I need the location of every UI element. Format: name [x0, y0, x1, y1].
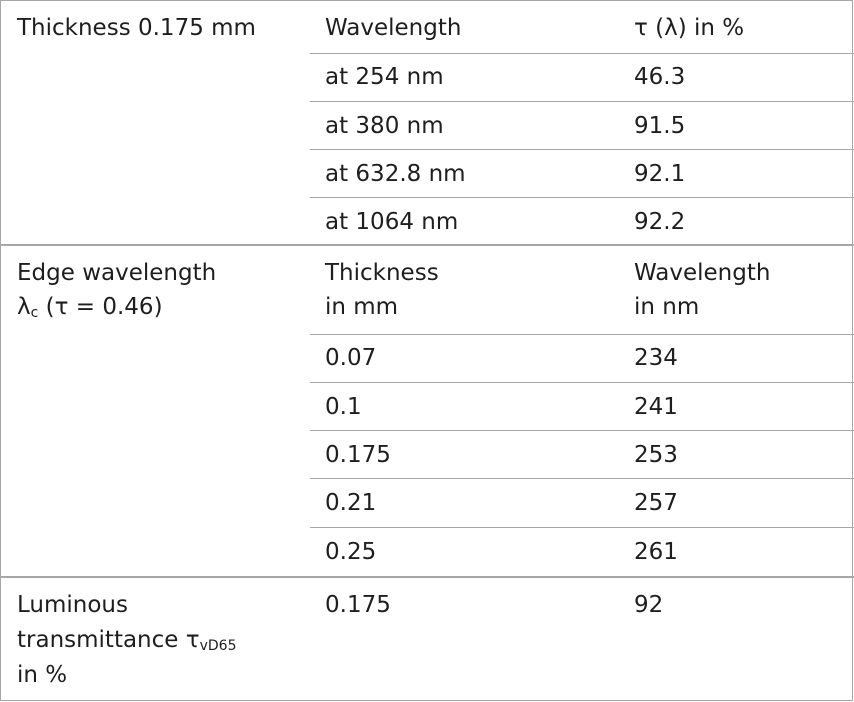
row-divider — [310, 334, 854, 335]
section-divider — [1, 576, 854, 578]
section2-header-thickness-line1: Thickness — [325, 260, 439, 286]
row-divider — [310, 382, 854, 383]
section1-header-transmittance: τ (λ) in % — [634, 15, 745, 41]
row-divider — [310, 197, 854, 198]
section3-label-line1: Luminous — [17, 592, 128, 618]
section3-thickness: 0.175 — [325, 592, 391, 618]
section2-row-thickness: 0.25 — [325, 539, 377, 565]
section1-row-wavelength: at 632.8 nm — [325, 161, 466, 187]
section1-row-value: 91.5 — [634, 113, 686, 139]
section2-label-line1: Edge wavelength — [17, 260, 217, 286]
section2-row-thickness: 0.21 — [325, 490, 377, 516]
section1-row-value: 46.3 — [634, 64, 686, 90]
row-divider — [310, 101, 854, 102]
section1-row-value: 92.2 — [634, 209, 686, 235]
section2-header-wavelength-line1: Wavelength — [634, 260, 771, 286]
section1-row-wavelength: at 1064 nm — [325, 209, 459, 235]
section2-header-wavelength-line2: in nm — [634, 294, 700, 320]
section3-label-line3: in % — [17, 662, 68, 688]
section2-row-thickness: 0.07 — [325, 345, 377, 371]
section2-label-line2: λc (τ = 0.46) — [17, 294, 163, 321]
row-divider — [310, 430, 854, 431]
section2-row-wavelength: 257 — [634, 490, 678, 516]
section-divider — [1, 244, 854, 246]
row-divider — [310, 53, 854, 54]
section3-label-line2: transmittance τvD65 — [17, 627, 237, 654]
section2-header-thickness-line2: in mm — [325, 294, 399, 320]
section2-row-wavelength: 261 — [634, 539, 678, 565]
section2-row-wavelength: 253 — [634, 442, 678, 468]
section1-label: Thickness 0.175 mm — [17, 15, 256, 41]
section2-row-wavelength: 234 — [634, 345, 678, 371]
row-divider — [310, 527, 854, 528]
section1-row-wavelength: at 380 nm — [325, 113, 444, 139]
row-divider — [310, 478, 854, 479]
section2-row-thickness: 0.1 — [325, 394, 362, 420]
section2-row-wavelength: 241 — [634, 394, 678, 420]
section1-row-value: 92.1 — [634, 161, 686, 187]
section1-row-wavelength: at 254 nm — [325, 64, 444, 90]
section1-header-wavelength: Wavelength — [325, 15, 462, 41]
section3-value: 92 — [634, 592, 664, 618]
section2-row-thickness: 0.175 — [325, 442, 391, 468]
row-divider — [310, 149, 854, 150]
